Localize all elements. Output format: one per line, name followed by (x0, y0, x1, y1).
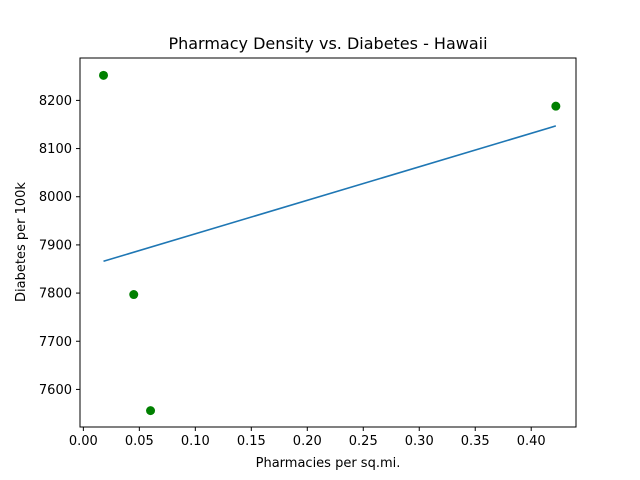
plot-area (99, 70, 561, 416)
y-tick-label: 8200 (39, 94, 72, 109)
chart-title: Pharmacy Density vs. Diabetes - Hawaii (168, 34, 487, 53)
trend-line (103, 125, 557, 263)
x-tick-label: 0.30 (405, 434, 434, 449)
scatter-point-4 (551, 101, 561, 111)
scatter-point-3 (146, 406, 156, 416)
plot-frame (79, 57, 577, 428)
y-tick-label: 7800 (39, 287, 72, 302)
y-tick-label: 7600 (39, 383, 72, 398)
x-tick-label: 0.00 (69, 434, 98, 449)
x-axis: 0.00 0.05 0.10 0.15 0.20 0.25 0.30 0.35 0.40 (69, 427, 546, 449)
x-tick-label: 0.15 (237, 434, 266, 449)
x-tick-label: 0.05 (125, 434, 154, 449)
y-tick-label: 8100 (39, 142, 72, 157)
x-tick-label: 0.10 (181, 434, 210, 449)
x-tick-label: 0.20 (293, 434, 322, 449)
y-tick-label: 7900 (39, 238, 72, 253)
x-tick-label: 0.25 (349, 434, 378, 449)
x-axis-label: Pharmacies per sq.mi. (256, 456, 401, 471)
y-axis-label: Diabetes per 100k (14, 182, 29, 302)
x-tick-label: 0.35 (461, 434, 490, 449)
y-axis: 7600 7700 7800 7900 8000 8100 8200 (39, 94, 80, 398)
x-tick-label: 0.40 (517, 434, 546, 449)
y-tick-label: 7700 (39, 335, 72, 350)
scatter-point-1 (99, 70, 109, 80)
y-tick-label: 8000 (39, 190, 72, 205)
scatter-point-2 (129, 290, 139, 300)
